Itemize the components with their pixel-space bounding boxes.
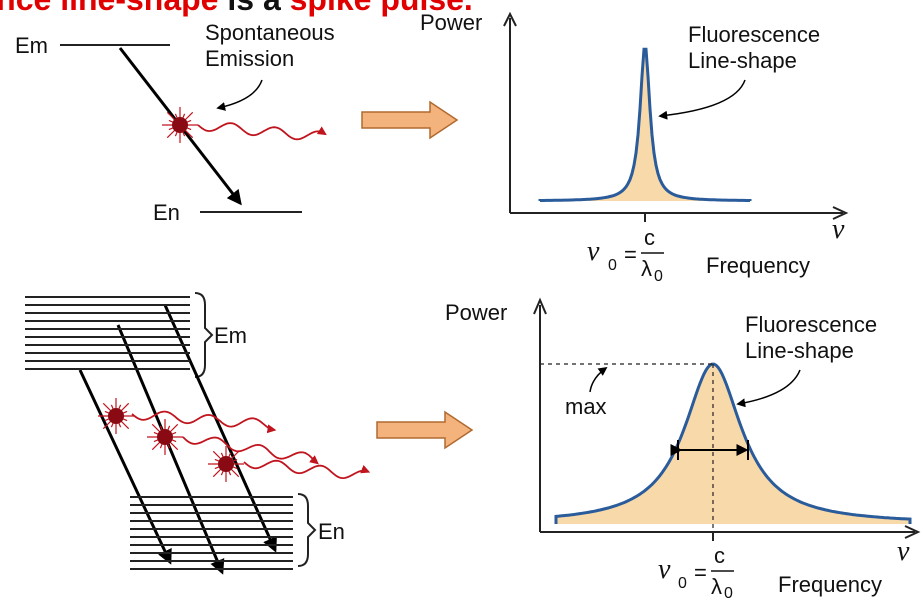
burst-core [172,117,188,133]
flow-arrow [376,410,474,450]
formula-part: 0 [724,585,733,599]
formula-part: ν [587,236,600,267]
formula-part: 0 [678,575,687,592]
axis-label: Power [420,10,482,35]
flow-arrow [361,100,459,140]
emission-burst [162,107,198,143]
emission-burst [208,446,244,482]
photon-wave [243,459,371,480]
center-formula: ν 0 = c λ 0 [587,225,664,285]
axis-symbol: ν [897,536,910,567]
top-plot: Power Fluorescence Line-shape ν ν 0 = c … [420,10,849,285]
annotation: Line-shape [745,338,854,363]
bottom-plot: Power Fluorescence Line-shape max ν ν 0 … [445,297,921,599]
formula-part: = [694,560,707,585]
header-red: Fluorescence line-shape [0,0,218,17]
level-label: En [153,200,180,225]
annotation: Emission [205,46,294,71]
header-text: Fluorescence line-shape is a spike pulse… [0,0,473,17]
burst-core [108,408,124,424]
axis-label: Power [445,300,507,325]
bottom-levels: Em En [25,292,345,575]
annotation: max [565,394,607,419]
axis-label: Frequency [778,572,882,597]
formula-part: λ [711,574,722,599]
annotation: Line-shape [688,48,797,73]
photon-wave [182,436,319,465]
axis-symbol: ν [832,214,845,245]
level-label: En [318,519,345,544]
header-mid: is a [227,0,281,17]
burst-core [218,456,234,472]
center-formula: ν 0 = c λ 0 [658,543,734,599]
photon-wave [131,410,277,434]
formula-part: = [624,242,637,267]
axis-label: Frequency [706,253,810,278]
annotation: Fluorescence [745,312,877,337]
formula-part: 0 [608,257,617,274]
formula-part: c [644,225,655,250]
emission-burst [98,398,134,434]
formula-part: 0 [654,268,663,285]
formula-part: λ [641,256,652,281]
level-label: Em [15,33,48,58]
header-red: spike pulse. [290,0,473,17]
photon-wave [197,122,327,141]
formula-part: c [714,543,725,568]
annotation: Fluorescence [688,22,820,47]
burst-core [157,429,173,445]
level-label: Em [214,323,247,348]
formula-part: ν [658,554,671,585]
emission-burst [147,419,183,455]
annotation: Spontaneous [205,20,335,45]
